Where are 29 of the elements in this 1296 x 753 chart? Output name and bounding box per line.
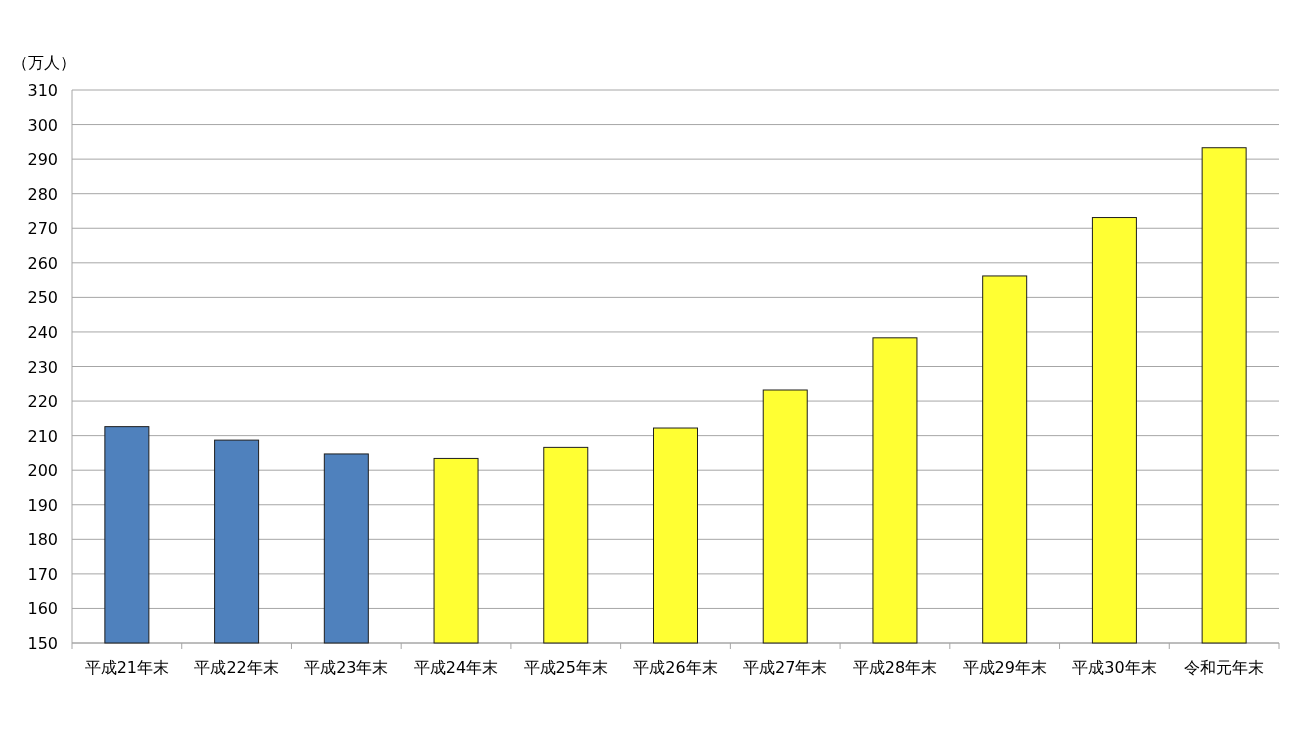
y-tick-label: 220 xyxy=(27,392,58,412)
x-tick-label: 平成28年末 xyxy=(852,658,938,677)
x-tick-label: 平成29年末 xyxy=(962,658,1047,677)
y-tick-label: 180 xyxy=(27,530,58,550)
y-tick-label: 150 xyxy=(27,634,58,653)
y-tick-label: 290 xyxy=(27,150,58,170)
y-tick-label: 190 xyxy=(27,495,58,515)
y-tick-label: 270 xyxy=(27,219,58,239)
x-tick-label: 平成25年末 xyxy=(523,658,608,677)
y-tick-label: 250 xyxy=(27,288,58,308)
x-tick-label: 平成23年末 xyxy=(304,658,389,677)
x-tick-label: 平成30年末 xyxy=(1072,658,1157,677)
y-tick-label: 310 xyxy=(27,81,58,100)
x-tick-label: 令和元年末 xyxy=(1184,658,1265,677)
x-tick-label: 平成27年末 xyxy=(743,658,828,677)
y-tick-label: 300 xyxy=(27,115,58,135)
x-tick-label: 平成21年末 xyxy=(84,658,170,677)
y-tick-label: 260 xyxy=(27,253,58,273)
y-tick-label: 160 xyxy=(27,599,58,619)
y-tick-label: 230 xyxy=(27,357,58,377)
y-axis-title: （万人） xyxy=(12,53,76,72)
y-tick-label: 280 xyxy=(27,184,58,204)
y-tick-label: 170 xyxy=(27,564,58,584)
x-tick-label: 平成26年末 xyxy=(633,658,718,677)
x-tick-label: 平成24年末 xyxy=(413,658,499,677)
y-tick-label: 240 xyxy=(27,322,58,342)
y-tick-label: 210 xyxy=(27,426,58,446)
x-tick-label: 平成22年末 xyxy=(194,658,279,677)
y-tick-label: 200 xyxy=(27,461,58,481)
